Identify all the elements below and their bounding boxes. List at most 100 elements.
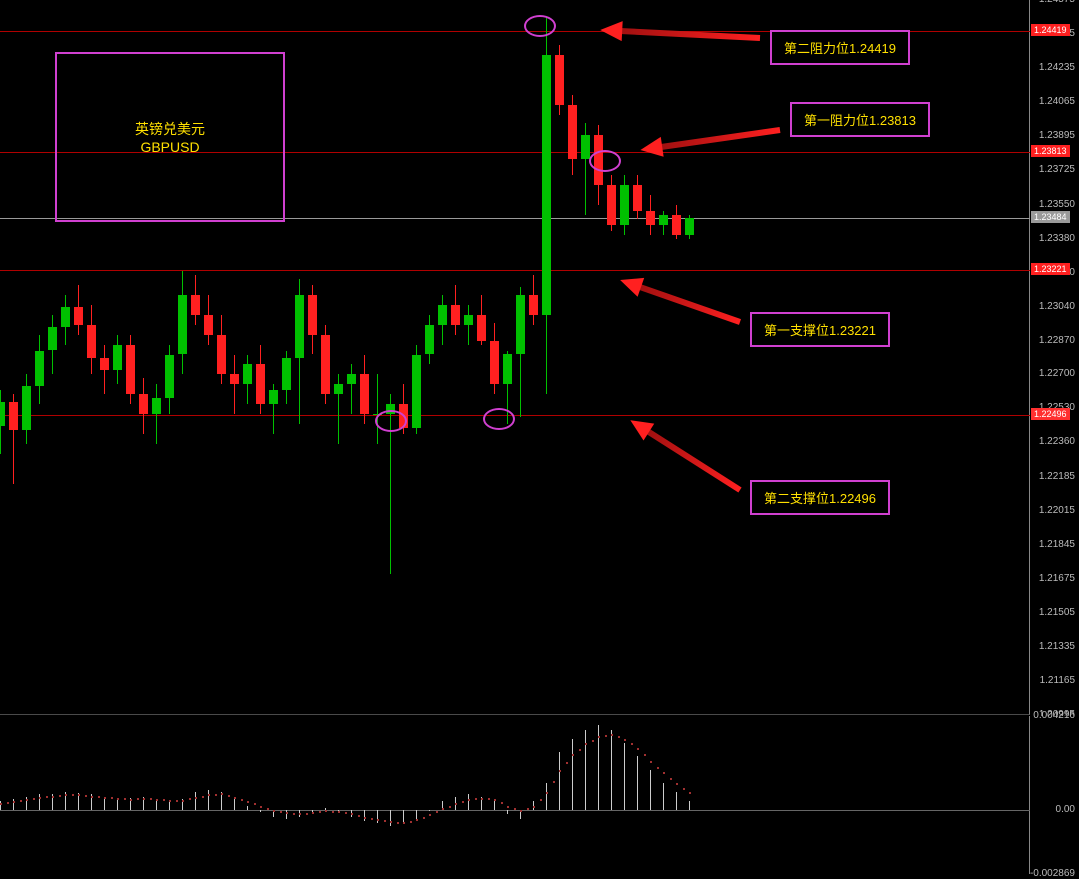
- macd-bar: [676, 792, 677, 810]
- macd-signal-dot: [416, 819, 418, 821]
- macd-signal-dot: [494, 799, 496, 801]
- candle: [516, 287, 525, 418]
- macd-bar: [377, 810, 378, 823]
- candle: [243, 355, 252, 405]
- macd-signal-dot: [481, 798, 483, 800]
- price-tick: 1.22185: [1039, 471, 1075, 482]
- candle: [9, 394, 18, 484]
- macd-signal-dot: [273, 810, 275, 812]
- macd-signal-dot: [247, 801, 249, 803]
- macd-bar: [260, 810, 261, 812]
- macd-signal-dot: [280, 811, 282, 813]
- macd-signal-dot: [514, 808, 516, 810]
- macd-signal-dot: [169, 800, 171, 802]
- macd-signal-dot: [397, 822, 399, 824]
- price-tick: 1.21675: [1039, 573, 1075, 584]
- macd-signal-dot: [332, 811, 334, 813]
- candle: [412, 345, 421, 435]
- annotation-box: 第一阻力位1.23813: [790, 102, 930, 137]
- macd-signal-dot: [488, 798, 490, 800]
- macd-signal-dot: [228, 795, 230, 797]
- annotation-box: 第二支撑位1.22496: [750, 480, 890, 515]
- macd-signal-dot: [429, 814, 431, 816]
- macd-signal-dot: [137, 798, 139, 800]
- macd-signal-dot: [403, 822, 405, 824]
- candle: [633, 175, 642, 219]
- macd-bar: [546, 783, 547, 810]
- macd-signal-dot: [501, 802, 503, 804]
- macd-bar: [507, 810, 508, 814]
- candle: [126, 335, 135, 405]
- macd-indicator-chart[interactable]: [0, 716, 1030, 874]
- candle: [477, 295, 486, 345]
- macd-signal-dot: [267, 808, 269, 810]
- candle: [61, 295, 70, 345]
- macd-signal-dot: [176, 800, 178, 802]
- candle: [620, 175, 629, 235]
- macd-signal-dot: [689, 792, 691, 794]
- level-line: [0, 270, 1030, 271]
- macd-signal-dot: [390, 821, 392, 823]
- macd-signal-dot: [156, 799, 158, 801]
- price-level-tag: 1.23484: [1031, 211, 1070, 223]
- candle: [256, 345, 265, 415]
- candle: [87, 305, 96, 375]
- macd-signal-dot: [423, 817, 425, 819]
- macd-signal-dot: [650, 761, 652, 763]
- candle: [48, 315, 57, 375]
- macd-bar: [494, 801, 495, 810]
- macd-signal-dot: [683, 788, 685, 790]
- macd-signal-dot: [254, 803, 256, 805]
- macd-signal-dot: [46, 796, 48, 798]
- macd-bar: [208, 790, 209, 810]
- price-axis: 1.245751.244051.242351.240651.238951.237…: [1030, 0, 1079, 715]
- macd-signal-dot: [468, 799, 470, 801]
- macd-signal-dot: [520, 810, 522, 812]
- macd-signal-dot: [364, 817, 366, 819]
- candle: [373, 374, 382, 444]
- macd-signal-dot: [104, 797, 106, 799]
- macd-signal-dot: [143, 798, 145, 800]
- macd-signal-dot: [7, 802, 9, 804]
- macd-signal-dot: [72, 794, 74, 796]
- macd-signal-dot: [215, 794, 217, 796]
- price-level-tag: 1.23221: [1031, 263, 1070, 275]
- macd-signal-dot: [566, 762, 568, 764]
- candle: [100, 345, 109, 395]
- price-tick: 1.21845: [1039, 539, 1075, 550]
- price-tick: 1.22015: [1039, 505, 1075, 516]
- macd-signal-dot: [117, 798, 119, 800]
- candle: [659, 211, 668, 235]
- title-line2: GBPUSD: [140, 139, 199, 155]
- macd-signal-dot: [39, 797, 41, 799]
- macd-bar: [390, 810, 391, 826]
- price-level-tag: 1.22496: [1031, 408, 1070, 420]
- macd-signal-dot: [618, 736, 620, 738]
- macd-signal-dot: [442, 808, 444, 810]
- candle: [204, 295, 213, 345]
- macd-signal-dot: [91, 796, 93, 798]
- price-tick: 1.21505: [1039, 607, 1075, 618]
- price-tick: 1.23040: [1039, 301, 1075, 312]
- macd-bar: [234, 797, 235, 810]
- macd-signal-dot: [585, 743, 587, 745]
- macd-signal-dot: [579, 749, 581, 751]
- price-tick: 1.22360: [1039, 436, 1075, 447]
- candle: [269, 384, 278, 434]
- candle: [282, 351, 291, 405]
- price-tick: 1.22870: [1039, 335, 1075, 346]
- candle: [113, 335, 122, 385]
- macd-signal-dot: [631, 743, 633, 745]
- price-tick: 1.24065: [1039, 96, 1075, 107]
- circle-marker: [524, 15, 556, 37]
- price-tick: 1.24235: [1039, 62, 1075, 73]
- candle: [74, 285, 83, 335]
- macd-bar: [650, 770, 651, 810]
- macd-signal-dot: [644, 754, 646, 756]
- macd-signal-dot: [124, 798, 126, 800]
- candle: [672, 205, 681, 239]
- macd-signal-dot: [13, 801, 15, 803]
- macd-signal-dot: [351, 813, 353, 815]
- price-level-tag: 1.23813: [1031, 145, 1070, 157]
- macd-signal-dot: [59, 795, 61, 797]
